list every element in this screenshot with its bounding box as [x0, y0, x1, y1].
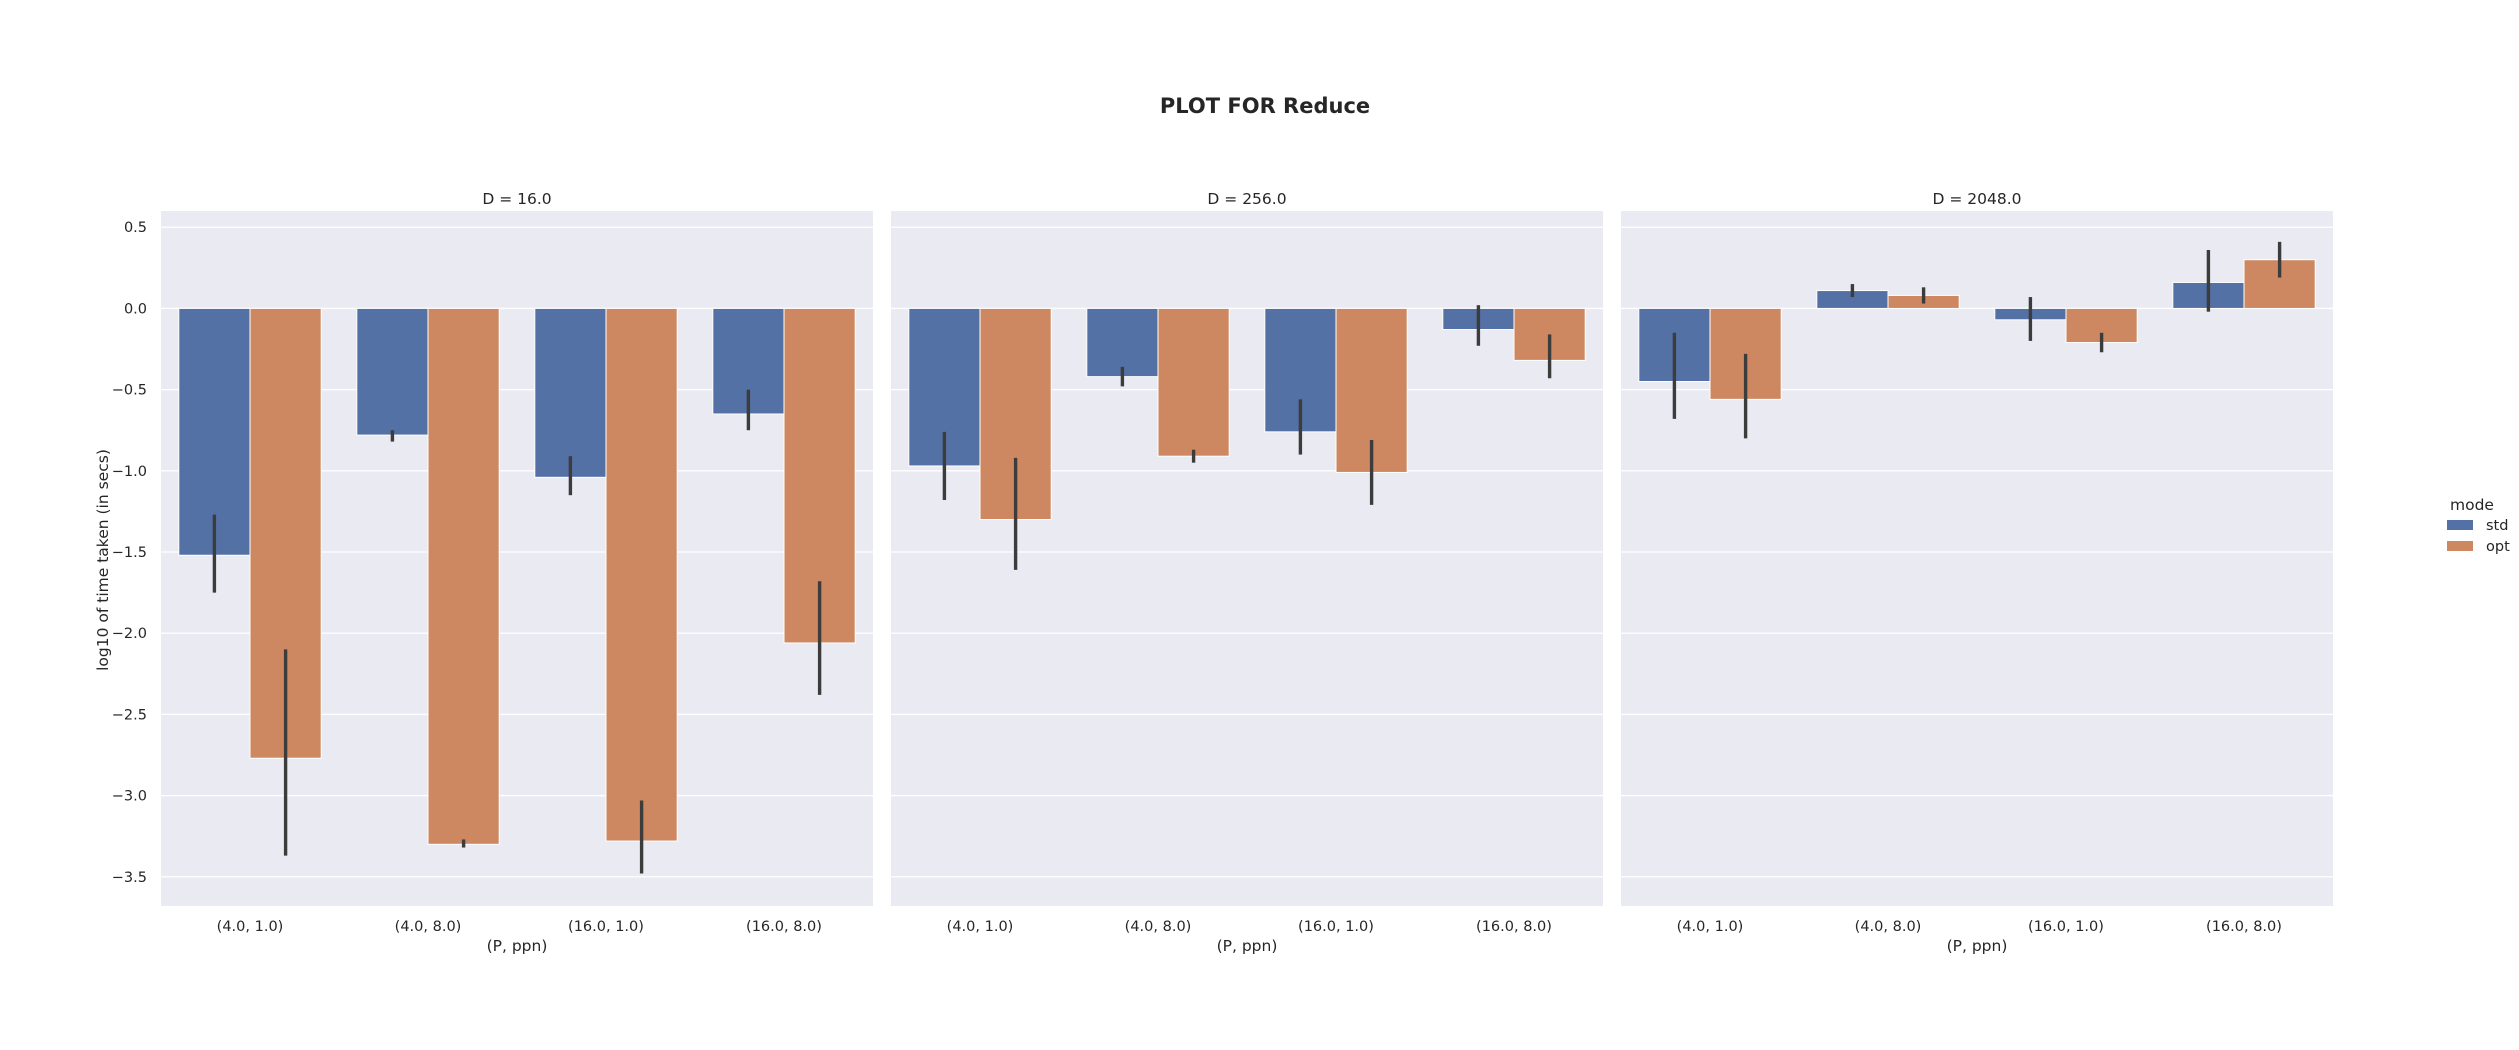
- facet-1: 0.5 0.0 −0.5 −1.0 −1.5 −2.0 −2.5 −3.0 −3.5 D = 16…: [112, 190, 873, 955]
- facet-title: D = 16.0: [482, 190, 551, 208]
- legend-swatch-opt: [2447, 541, 2473, 551]
- facet-2: D = 256.0 (4.0, 1.0) (4.0, 8.0) (16.0, 1.0)…: [891, 190, 1603, 955]
- bar-opt: [427, 307, 500, 845]
- x-axis-label: (P, ppn): [1217, 937, 1278, 955]
- legend: mode std opt: [2447, 496, 2510, 555]
- x-tick-label: (4.0, 1.0): [1677, 919, 1744, 935]
- y-tick-label: −3.0: [112, 789, 147, 805]
- facet-3: D = 2048.0 (4.0, 1.0) (4.0, 8.0) (16.0, 1.0…: [1621, 190, 2333, 955]
- x-tick-label: (16.0, 1.0): [2028, 919, 2104, 935]
- legend-label-opt: opt: [2486, 539, 2510, 555]
- legend-label-std: std: [2486, 518, 2508, 534]
- y-tick-label: −0.5: [112, 383, 147, 399]
- x-tick-label: (16.0, 1.0): [1298, 919, 1374, 935]
- y-axis-label: log10 of time taken (in secs): [94, 449, 112, 671]
- y-tick-label: −2.5: [112, 707, 147, 723]
- bar-std: [356, 307, 429, 436]
- x-axis-label: (P, ppn): [1947, 937, 2008, 955]
- x-tick-label: (16.0, 8.0): [746, 919, 822, 935]
- y-tick-label: −2.0: [112, 626, 147, 642]
- legend-swatch-std: [2447, 520, 2473, 530]
- legend-title: mode: [2450, 496, 2494, 514]
- x-tick-label: (16.0, 8.0): [2206, 919, 2282, 935]
- facet-title: D = 2048.0: [1932, 190, 2021, 208]
- bar-std: [1086, 307, 1159, 378]
- y-tick-label: −1.5: [112, 545, 147, 561]
- x-tick-label: (4.0, 1.0): [217, 919, 284, 935]
- bar-opt: [605, 307, 678, 842]
- y-tick-label: 0.0: [124, 301, 147, 317]
- bar-opt: [1157, 307, 1230, 457]
- bar-std: [534, 307, 607, 478]
- x-tick-label: (4.0, 8.0): [1125, 919, 1192, 935]
- x-tick-label: (4.0, 8.0): [1855, 919, 1922, 935]
- y-tick-label: −1.0: [112, 464, 147, 480]
- x-tick-label: (4.0, 1.0): [947, 919, 1014, 935]
- x-axis-label: (P, ppn): [487, 937, 548, 955]
- x-tick-label: (4.0, 8.0): [395, 919, 462, 935]
- x-tick-label: (16.0, 8.0): [1476, 919, 1552, 935]
- chart-title: PLOT FOR Reduce: [1160, 94, 1370, 118]
- y-tick-label: −3.5: [112, 870, 147, 886]
- x-tick-label: (16.0, 1.0): [568, 919, 644, 935]
- y-tick-label: 0.5: [124, 220, 147, 236]
- facet-title: D = 256.0: [1207, 190, 1286, 208]
- facets: 0.5 0.0 −0.5 −1.0 −1.5 −2.0 −2.5 −3.0 −3.5 D = 16…: [112, 190, 2333, 955]
- bar-std: [178, 307, 251, 556]
